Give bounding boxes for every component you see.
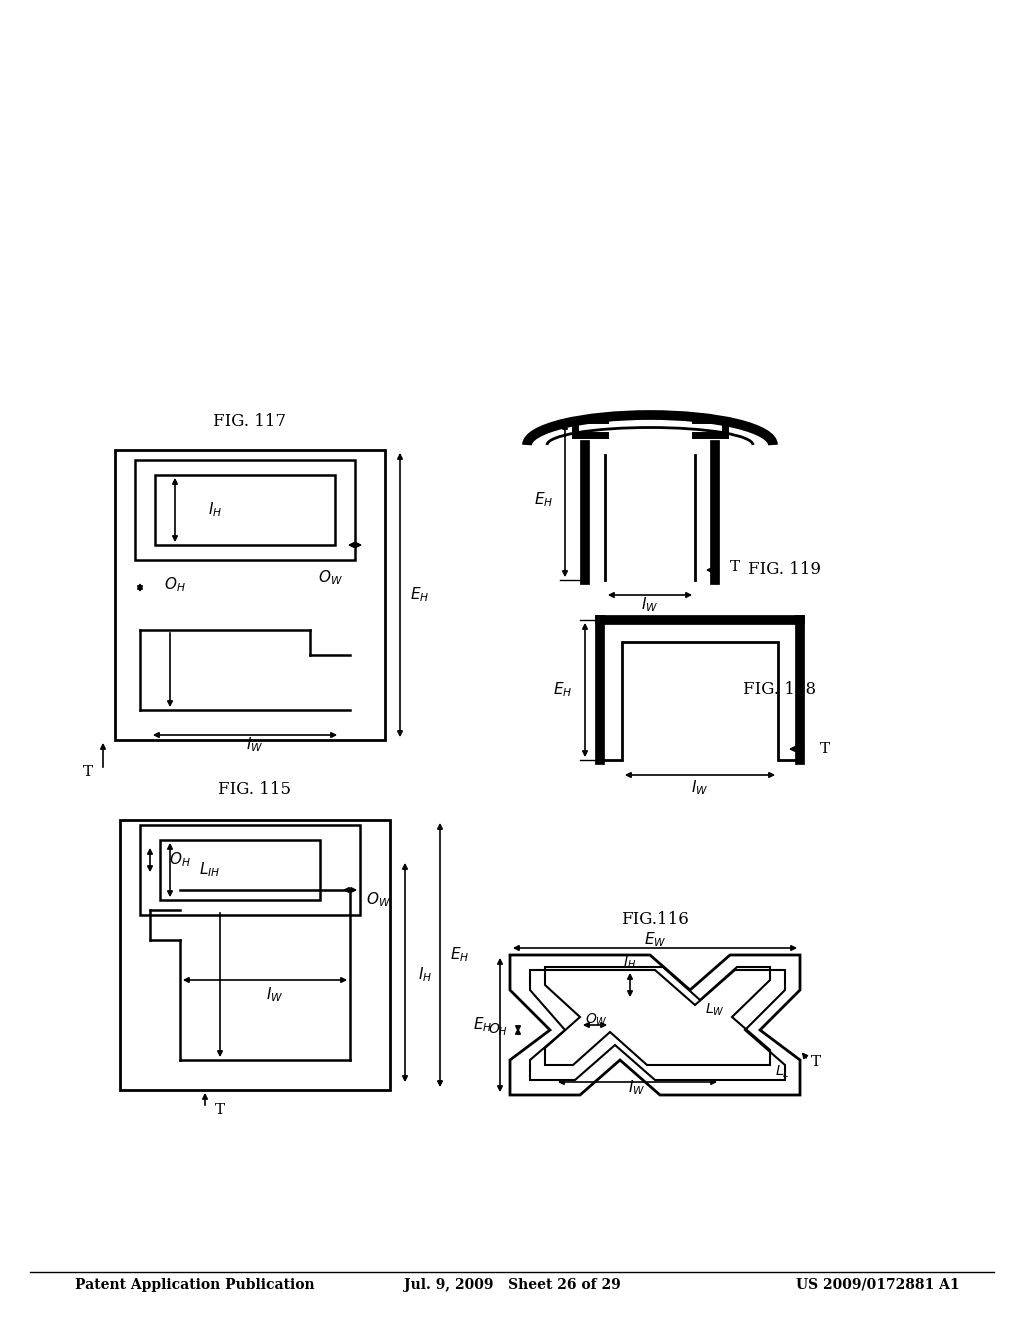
Text: $I_H$: $I_H$ xyxy=(208,500,222,519)
Text: T: T xyxy=(820,742,830,756)
Text: T: T xyxy=(730,560,740,574)
Text: $O_W$: $O_W$ xyxy=(317,569,342,587)
Bar xyxy=(160,840,319,900)
Text: $E_H$: $E_H$ xyxy=(451,945,470,965)
Text: $E_H$: $E_H$ xyxy=(473,1015,492,1035)
Text: Patent Application Publication: Patent Application Publication xyxy=(75,1278,314,1292)
Text: FIG. 118: FIG. 118 xyxy=(743,681,816,698)
Text: FIG. 119: FIG. 119 xyxy=(749,561,821,578)
Text: $O_W$: $O_W$ xyxy=(585,1012,607,1028)
Text: Jul. 9, 2009   Sheet 26 of 29: Jul. 9, 2009 Sheet 26 of 29 xyxy=(403,1278,621,1292)
Text: T: T xyxy=(83,766,93,779)
Text: $E_H$: $E_H$ xyxy=(534,491,553,510)
Text: $O_W$: $O_W$ xyxy=(366,891,390,909)
Text: $I_H$: $I_H$ xyxy=(418,966,432,985)
Text: $I_W$: $I_W$ xyxy=(629,1078,646,1097)
Bar xyxy=(120,820,390,1090)
Text: T: T xyxy=(215,1104,225,1117)
Text: $I_H$: $I_H$ xyxy=(624,954,637,972)
Text: $I_W$: $I_W$ xyxy=(266,986,284,1005)
Text: T: T xyxy=(811,1055,821,1069)
Text: $L_W$: $L_W$ xyxy=(706,1002,725,1018)
Bar xyxy=(140,825,360,915)
Text: $I_W$: $I_W$ xyxy=(641,595,658,614)
Text: $O_H$: $O_H$ xyxy=(164,576,185,594)
Text: $E_W$: $E_W$ xyxy=(644,931,667,949)
Text: FIG.116: FIG.116 xyxy=(622,912,689,928)
Text: $I_W$: $I_W$ xyxy=(247,735,263,754)
Bar xyxy=(135,459,355,560)
Text: FIG. 115: FIG. 115 xyxy=(218,781,292,799)
Text: $E_H$: $E_H$ xyxy=(411,586,430,605)
Text: US 2009/0172881 A1: US 2009/0172881 A1 xyxy=(797,1278,961,1292)
Text: FIG. 117: FIG. 117 xyxy=(213,413,287,430)
Text: $L_L$: $L_L$ xyxy=(775,1064,790,1080)
Text: $I_W$: $I_W$ xyxy=(691,779,709,797)
Text: $L_{IH}$: $L_{IH}$ xyxy=(200,861,221,879)
Text: $O_H$: $O_H$ xyxy=(169,850,190,870)
Text: $O_H$: $O_H$ xyxy=(488,1022,508,1039)
Bar xyxy=(115,450,385,741)
Bar xyxy=(155,475,335,545)
Text: $E_H$: $E_H$ xyxy=(553,681,572,700)
